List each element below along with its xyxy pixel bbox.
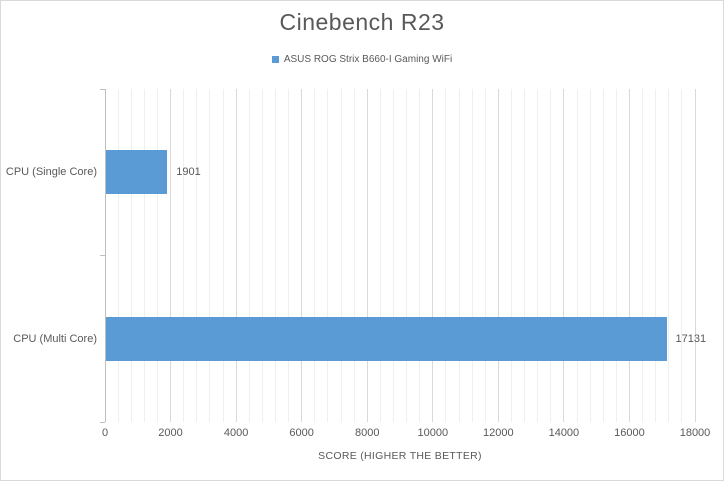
major-gridline [366, 89, 368, 422]
minor-gridline [379, 89, 381, 422]
minor-gridline [209, 89, 211, 422]
legend-swatch-icon [271, 56, 279, 63]
x-tick-label: 6000 [289, 427, 314, 439]
category-label: CPU (Multi Core) [13, 332, 97, 345]
x-tick-label: 12000 [483, 427, 514, 439]
minor-gridline [510, 89, 512, 422]
minor-gridline [524, 89, 526, 422]
minor-gridline [419, 89, 421, 422]
x-tick-label: 16000 [614, 427, 645, 439]
minor-gridline [550, 89, 552, 422]
minor-gridline [655, 89, 657, 422]
major-gridline [563, 89, 565, 422]
minor-gridline [642, 89, 644, 422]
category-axis-line [105, 89, 106, 422]
minor-gridline [156, 89, 158, 422]
minor-gridline [196, 89, 198, 422]
minor-gridline [248, 89, 250, 422]
x-tick-label: 8000 [354, 427, 380, 439]
minor-gridline [288, 89, 290, 422]
minor-gridline [327, 89, 329, 422]
minor-gridline [589, 89, 591, 422]
minor-gridline [130, 89, 132, 422]
data-label: 1901 [176, 166, 201, 179]
category-label: CPU (Single Core) [5, 166, 97, 179]
axis-tick [100, 421, 105, 423]
minor-gridline [681, 89, 683, 422]
x-tick-label: 2000 [158, 427, 183, 439]
major-gridline [235, 89, 237, 422]
minor-gridline [406, 89, 408, 422]
data-label: 17131 [675, 332, 707, 345]
bar-single-core [105, 150, 168, 195]
minor-gridline [668, 89, 670, 422]
axis-tick [100, 88, 105, 90]
major-gridline [170, 89, 172, 422]
legend-label: ASUS ROG Strix B660-I Gaming WiFi [283, 54, 453, 65]
major-gridline [497, 89, 499, 422]
legend: ASUS ROG Strix B660-I Gaming WiFi [1, 54, 723, 65]
axis-tick [100, 255, 105, 256]
minor-gridline [314, 89, 316, 422]
minor-gridline [615, 89, 617, 422]
minor-gridline [340, 89, 342, 422]
minor-gridline [143, 89, 145, 422]
major-gridline [301, 89, 303, 422]
x-tick-label: 0 [101, 427, 109, 439]
minor-gridline [183, 89, 185, 422]
x-tick-label: 18000 [679, 427, 711, 439]
minor-gridline [222, 89, 224, 422]
x-axis-title: SCORE (HIGHER THE BETTER) [318, 450, 482, 462]
major-gridline [694, 89, 696, 422]
minor-gridline [353, 89, 355, 422]
minor-gridline [458, 89, 460, 422]
minor-gridline [471, 89, 473, 422]
minor-gridline [445, 89, 447, 422]
minor-gridline [537, 89, 539, 422]
minor-gridline [117, 89, 119, 422]
minor-gridline [484, 89, 486, 422]
chart-title: Cinebench R23 [279, 9, 445, 35]
bar-multi-core [105, 316, 667, 361]
minor-gridline [602, 89, 604, 422]
minor-gridline [392, 89, 394, 422]
plot-area [105, 89, 696, 422]
minor-gridline [261, 89, 263, 422]
minor-gridline [576, 89, 578, 422]
x-tick-label: 10000 [417, 427, 449, 439]
x-tick-label: 14000 [548, 427, 580, 439]
minor-gridline [274, 89, 276, 422]
major-gridline [628, 89, 630, 422]
major-gridline [432, 89, 434, 422]
x-tick-label: 4000 [223, 427, 249, 439]
